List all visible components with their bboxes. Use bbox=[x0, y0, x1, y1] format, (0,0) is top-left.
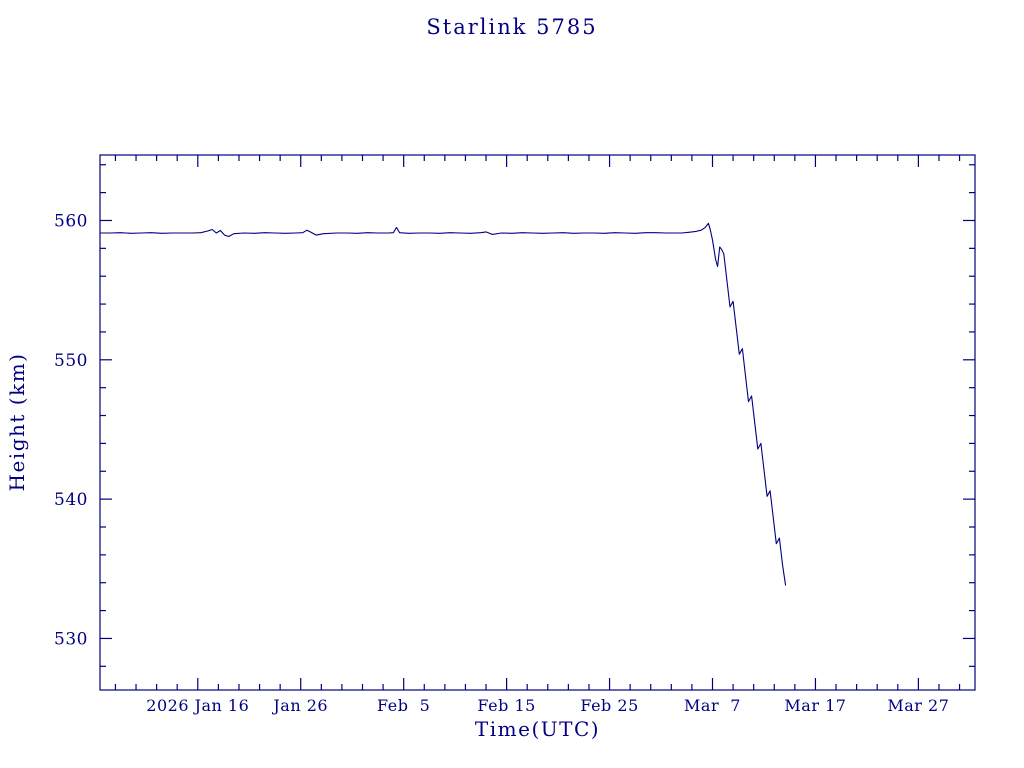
y-tick-label: 540 bbox=[54, 490, 88, 510]
x-tick-label: Mar 7 bbox=[684, 696, 741, 715]
y-tick-label: 550 bbox=[54, 351, 88, 371]
chart-title: Starlink 5785 bbox=[426, 15, 598, 39]
x-tick-label: 2026 Jan 16 bbox=[146, 696, 249, 715]
x-tick-label: Mar 17 bbox=[784, 696, 846, 715]
x-tick-label: Feb 25 bbox=[580, 696, 638, 715]
x-tick-label: Feb 5 bbox=[377, 696, 430, 715]
x-tick-label: Feb 15 bbox=[477, 696, 535, 715]
x-axis-label: Time(UTC) bbox=[474, 717, 601, 741]
y-tick-label: 530 bbox=[54, 629, 88, 649]
x-tick-label: Jan 26 bbox=[271, 696, 328, 715]
height-line bbox=[100, 222, 787, 586]
x-tick-label: Mar 27 bbox=[887, 696, 949, 715]
y-tick-label: 560 bbox=[54, 211, 88, 231]
plot-frame bbox=[99, 154, 976, 691]
